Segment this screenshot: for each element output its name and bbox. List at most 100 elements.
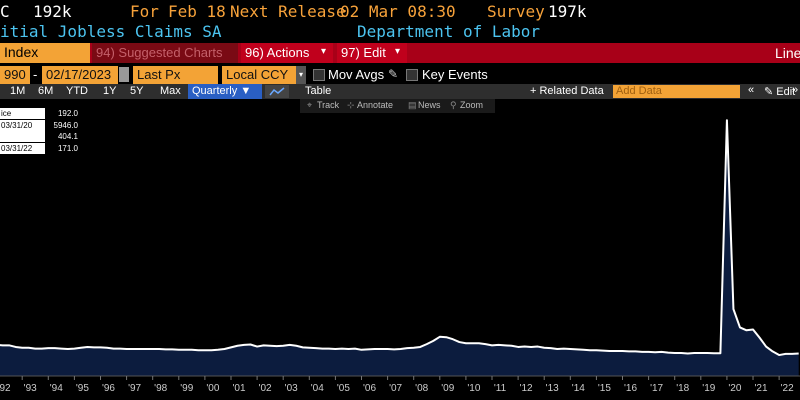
legend-label-cell: 03/31/22	[0, 142, 45, 154]
range-button[interactable]: 5Y	[130, 85, 144, 97]
end-date[interactable]: 02/17/2023	[42, 66, 118, 84]
range-button[interactable]: 1M	[10, 85, 26, 97]
edit-link[interactable]: ✎ Edit	[764, 86, 796, 98]
range-button[interactable]: 1Y	[103, 85, 117, 97]
related-label: Related Data	[539, 85, 604, 97]
x-tick-label: '99	[180, 383, 193, 394]
x-tick-label: '01	[232, 383, 245, 394]
x-tick-label: '17	[650, 383, 663, 394]
toolbar-button[interactable]: News	[418, 100, 441, 110]
range-button[interactable]: 6M	[38, 85, 54, 97]
legend-label: 03/31/22	[1, 143, 33, 153]
caret: ▾	[321, 46, 327, 57]
x-tick-label: '03	[285, 383, 298, 394]
frequency-select[interactable]: Quarterly ▼	[188, 84, 262, 99]
x-tick-label: '15	[598, 383, 611, 394]
next-release: 02 Mar 08:30	[340, 2, 456, 21]
x-tick-label: '14	[572, 383, 585, 394]
legend-value: 192.0	[57, 109, 78, 118]
toolbar-icon: ⌖	[307, 100, 313, 110]
related-data[interactable]: + Related Data	[530, 85, 604, 97]
x-tick-label: '95	[76, 383, 89, 394]
x-tick-label: '05	[337, 383, 350, 394]
x-tick-label: '96	[102, 383, 115, 394]
index-button[interactable]: Index	[0, 43, 90, 63]
x-tick-label: '94	[50, 383, 63, 394]
actions-label: 96) Actions	[245, 45, 310, 60]
legend-label-cell: ice	[0, 108, 45, 119]
x-tick-label: '13	[546, 383, 559, 394]
next-release-label: Next Release	[230, 2, 346, 21]
edit-text: Edit	[776, 86, 796, 98]
ticker: C	[0, 2, 10, 21]
frequency-label: Quarterly	[192, 85, 238, 97]
x-tick-label: '04	[311, 383, 324, 394]
table-button[interactable]: Table	[305, 85, 332, 97]
key-events[interactable]: Key Events	[422, 67, 488, 82]
line-button[interactable]: Line	[775, 45, 800, 61]
toolbar-button[interactable]: Annotate	[357, 100, 394, 110]
x-tick-label: '08	[415, 383, 428, 394]
area-fill	[0, 120, 799, 376]
x-tick-label: '12	[520, 383, 533, 394]
series-line	[0, 119, 799, 357]
currency-select[interactable]: Local CCY	[222, 66, 296, 84]
toolbar-icon: ⊹	[347, 100, 355, 110]
mov-avgs[interactable]: Mov Avgs	[328, 67, 385, 82]
legend-label-cell	[0, 131, 45, 142]
chart-icon[interactable]	[265, 85, 289, 98]
survey-label: Survey	[487, 2, 545, 21]
source: Department of Labor	[357, 22, 541, 41]
for-label: For	[130, 2, 159, 21]
collapse-left[interactable]: «	[748, 84, 755, 96]
caret: ▾	[395, 46, 401, 57]
chart-toolbar: ⌖ Track ⊹ Annotate ▤ News ⚲ Zoom	[300, 99, 495, 113]
start-date[interactable]: 990	[0, 66, 30, 84]
dropdown-arrow[interactable]: ▾	[296, 66, 306, 84]
x-tick-label: '02	[259, 383, 272, 394]
checkbox[interactable]	[406, 69, 418, 81]
field-select[interactable]: Last Px	[133, 66, 218, 84]
x-tick-label: '00	[206, 383, 219, 394]
calendar-icon[interactable]	[119, 67, 129, 82]
toolbar-icon: ⚲	[450, 100, 457, 110]
range-button[interactable]: YTD	[66, 85, 88, 97]
range-button[interactable]: Max	[160, 85, 181, 97]
actions-button[interactable]: 96) Actions ▾	[241, 43, 333, 63]
legend-value: 171.0	[57, 143, 78, 153]
x-tick-label: '20	[728, 383, 741, 394]
legend-label-cell: 03/31/20	[0, 119, 45, 131]
x-tick-label: '10	[467, 383, 480, 394]
x-tick-label: '16	[624, 383, 637, 394]
x-tick-label: '21	[754, 383, 767, 394]
legend: ice 192.0 03/31/20 5946.0 404.1 03/31/22 171.0	[0, 108, 78, 154]
collapse-right[interactable]: »	[792, 84, 799, 96]
pencil-icon[interactable]: ✎	[388, 67, 399, 81]
checkbox[interactable]	[313, 69, 325, 81]
date-dash: -	[33, 67, 38, 82]
toolbar-button[interactable]: Zoom	[460, 100, 484, 110]
x-tick-label: '93	[24, 383, 37, 394]
add-data-input[interactable]: Add Data	[613, 85, 740, 98]
x-tick-label: '98	[154, 383, 167, 394]
last-value: 192k	[33, 2, 72, 21]
x-tick-label: '92	[0, 383, 11, 394]
for-date: Feb 18	[168, 2, 226, 21]
x-tick-label: '06	[363, 383, 376, 394]
x-tick-label: '09	[441, 383, 454, 394]
series-name: itial Jobless Claims SA	[0, 22, 222, 41]
legend-value: 5946.0	[53, 120, 78, 130]
suggested-charts[interactable]: 94) Suggested Charts	[92, 43, 238, 63]
edit-button[interactable]: 97) Edit ▾	[337, 43, 407, 63]
toolbar-button[interactable]: Track	[317, 100, 340, 110]
x-tick-label: '97	[128, 383, 141, 394]
edit-label: 97) Edit	[341, 45, 386, 60]
legend-label: ice	[1, 109, 12, 118]
x-tick-label: '19	[702, 383, 715, 394]
legend-value: 404.1	[57, 132, 78, 141]
x-tick-label: '22	[781, 383, 794, 394]
x-tick-label: '07	[389, 383, 402, 394]
x-tick-label: '18	[676, 383, 689, 394]
caret: ▼	[240, 85, 252, 97]
